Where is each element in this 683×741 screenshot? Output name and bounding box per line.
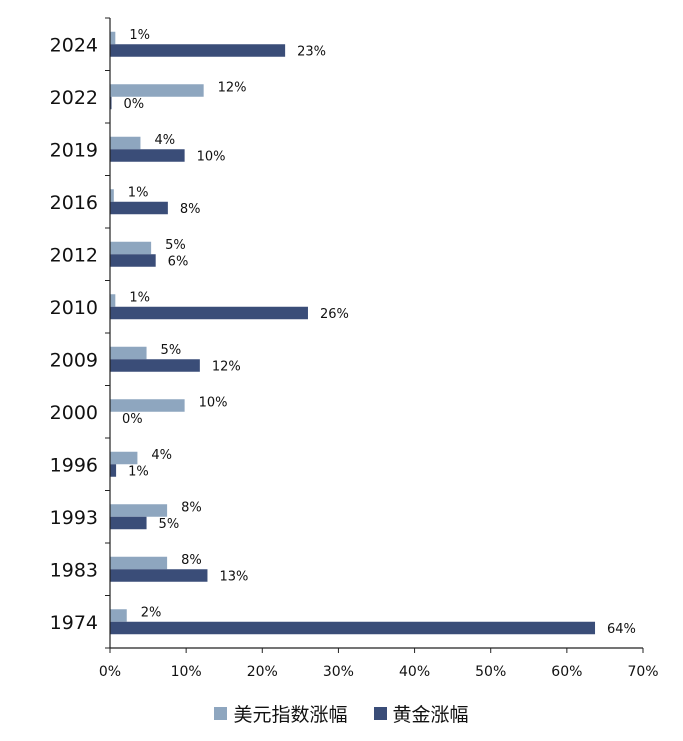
bar-gold: [110, 306, 308, 320]
bar-usd-index: [110, 346, 147, 360]
y-tick-label: 1993: [50, 507, 98, 529]
x-axis-ticks: 0% 10% 20% 30% 40% 50% 60% 70%: [99, 648, 659, 680]
bar-usd-index: [110, 294, 116, 307]
y-tick-label: 1983: [50, 559, 98, 581]
bar-usd-index: [110, 609, 127, 622]
legend-swatch-usd: [214, 707, 228, 720]
data-label-gold: 5%: [159, 517, 180, 532]
data-label-usd-index: 2%: [141, 605, 162, 620]
y-tick-label: 2024: [50, 34, 98, 56]
x-tick-label: 40%: [399, 664, 430, 680]
x-tick-label: 20%: [247, 664, 278, 680]
bar-gold: [110, 254, 156, 267]
bar-usd-index: [110, 241, 152, 255]
legend-swatch-gold: [373, 707, 387, 720]
bar-gold: [110, 516, 147, 530]
bar-usd-index: [110, 31, 116, 45]
data-label-usd-index: 4%: [154, 133, 175, 148]
data-label-gold: 0%: [122, 412, 143, 427]
legend: 美元指数涨幅 黄金涨幅: [0, 700, 683, 727]
y-tick-label: 2009: [50, 349, 98, 371]
data-label-gold: 12%: [212, 359, 241, 374]
bars-group: [110, 31, 596, 635]
bar-usd-index: [110, 504, 168, 517]
data-label-gold: 8%: [180, 202, 201, 217]
data-label-usd-index: 1%: [129, 28, 150, 43]
data-label-usd-index: 8%: [181, 553, 202, 568]
y-tick-label: 1996: [50, 454, 98, 476]
x-tick-label: 30%: [323, 664, 354, 680]
y-tick-label: 2000: [50, 402, 98, 424]
x-tick-label: 10%: [171, 664, 202, 680]
data-label-usd-index: 12%: [218, 80, 247, 95]
data-label-usd-index: 4%: [151, 448, 172, 463]
data-labels-group: 1%23%12%0%4%10%1%8%5%6%1%26%5%12%10%0%4%…: [122, 28, 636, 637]
x-tick-label: 60%: [551, 664, 582, 680]
data-label-gold: 26%: [320, 307, 349, 322]
y-tick-label: 1974: [50, 612, 98, 634]
bar-chart: 1%23%12%0%4%10%1%8%5%6%1%26%5%12%10%0%4%…: [50, 17, 659, 680]
bar-gold: [110, 44, 286, 57]
x-tick-label: 50%: [475, 664, 506, 680]
y-tick-label: 2019: [50, 139, 98, 161]
bar-gold: [110, 621, 596, 635]
data-label-gold: 64%: [607, 622, 636, 637]
data-label-usd-index: 5%: [165, 238, 186, 253]
data-label-usd-index: 1%: [129, 290, 150, 305]
bar-gold: [110, 201, 168, 215]
bar-gold: [110, 569, 208, 582]
data-label-gold: 23%: [297, 44, 326, 59]
bar-gold: [110, 464, 117, 477]
data-label-gold: 13%: [219, 569, 248, 584]
y-tick-label: 2016: [50, 192, 98, 214]
bar-usd-index: [110, 399, 185, 412]
y-tick-label: 2012: [50, 244, 98, 266]
legend-label-usd: 美元指数涨幅: [233, 704, 348, 726]
data-label-usd-index: 8%: [181, 500, 202, 515]
data-label-gold: 10%: [197, 149, 226, 164]
bar-usd-index: [110, 189, 114, 202]
x-tick-label: 70%: [627, 664, 658, 680]
data-label-usd-index: 10%: [199, 395, 228, 410]
bar-usd-index: [110, 556, 168, 570]
y-axis-ticks: 2024 2022 2019 2016 2012 2010 2009 2000 1996 1993…: [50, 17, 110, 649]
data-label-gold: 0%: [124, 97, 145, 112]
data-label-usd-index: 1%: [128, 185, 149, 200]
bar-gold: [110, 359, 200, 372]
bar-gold: [110, 149, 185, 162]
x-tick-label: 0%: [99, 664, 121, 680]
data-label-gold: 6%: [168, 254, 189, 269]
bar-usd-index: [110, 451, 138, 465]
bar-usd-index: [110, 84, 204, 97]
y-tick-label: 2022: [50, 87, 98, 109]
y-tick-label: 2010: [50, 297, 98, 319]
legend-label-gold: 黄金涨幅: [392, 704, 469, 726]
legend-item-usd: 美元指数涨幅: [214, 700, 348, 727]
data-label-usd-index: 5%: [161, 343, 182, 358]
data-label-gold: 1%: [128, 464, 149, 479]
bar-gold: [110, 96, 112, 110]
bar-usd-index: [110, 136, 141, 150]
legend-item-gold: 黄金涨幅: [373, 700, 469, 727]
